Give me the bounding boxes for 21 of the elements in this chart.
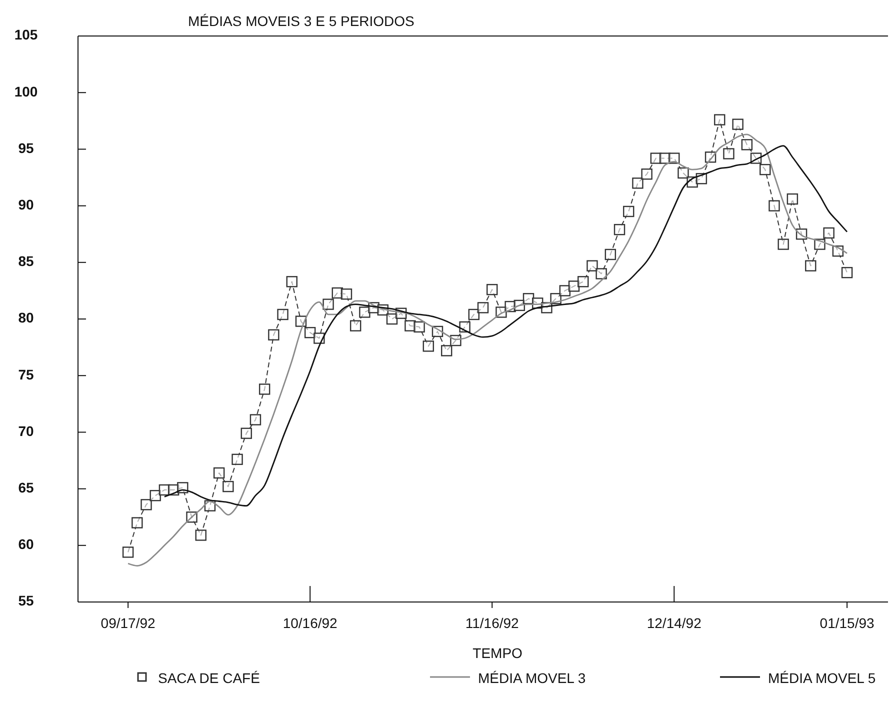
- x-tick-label: 09/17/92: [100, 615, 156, 631]
- y-tick-label: 65: [18, 480, 34, 496]
- legend-label: SACA DE CAFÉ: [158, 670, 260, 686]
- y-tick-label: 55: [18, 592, 34, 609]
- y-tick-label: 95: [18, 140, 34, 156]
- y-tick-label: 75: [18, 366, 34, 382]
- legend-label: MÉDIA MOVEL 3: [478, 670, 586, 686]
- y-tick-label: 100: [14, 83, 38, 100]
- chart-title: MÉDIAS MOVEIS 3 E 5 PERIODOS: [188, 13, 414, 29]
- y-tick-label: 105: [14, 26, 38, 43]
- y-tick-label: 70: [18, 422, 34, 439]
- x-tick-label: 11/16/92: [465, 615, 520, 631]
- x-tick-label: 10/16/92: [282, 615, 338, 631]
- x-axis-title: TEMPO: [472, 645, 523, 661]
- y-tick-label: 85: [18, 253, 34, 270]
- x-tick-label: 01/15/93: [820, 615, 875, 631]
- y-tick-label: 80: [18, 310, 34, 326]
- y-tick-label: 60: [18, 536, 34, 552]
- legend-label: MÉDIA MOVEL 5: [768, 670, 876, 686]
- y-tick-label: 90: [18, 196, 34, 213]
- x-tick-label: 12/14/92: [646, 615, 702, 631]
